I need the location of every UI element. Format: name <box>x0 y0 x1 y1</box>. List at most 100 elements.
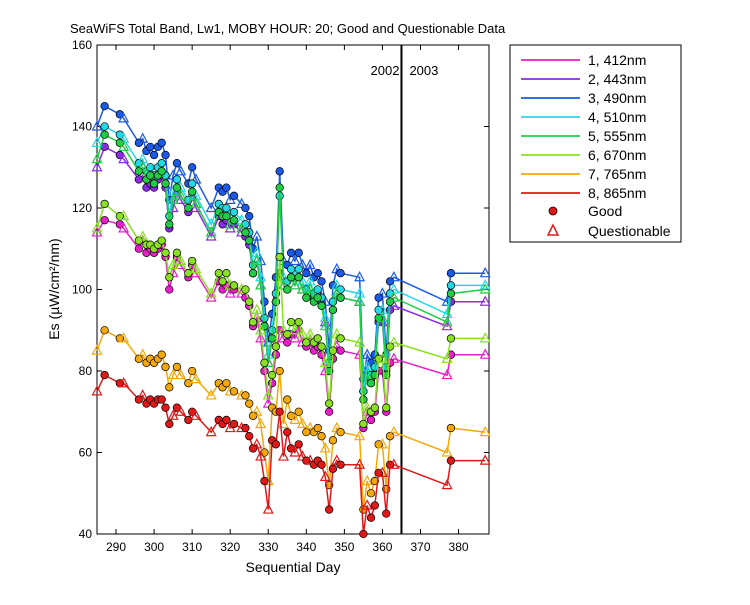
questionable-point <box>255 323 267 335</box>
good-point <box>283 395 292 404</box>
good-point <box>100 199 109 209</box>
good-point <box>146 142 155 152</box>
good-point <box>241 423 250 433</box>
y-tick-label: 40 <box>79 527 93 541</box>
good-point <box>313 293 322 302</box>
good-point <box>286 317 296 327</box>
y-tick-label: 60 <box>79 446 93 460</box>
good-point <box>336 269 345 278</box>
legend-good-label: Good <box>588 203 622 219</box>
questionable-point <box>251 438 263 449</box>
good-point <box>165 220 174 229</box>
questionable-point <box>255 450 267 461</box>
good-point <box>317 432 326 441</box>
good-point <box>302 293 311 302</box>
good-point <box>146 163 155 172</box>
questionable-point <box>361 474 373 486</box>
questionable-point <box>354 429 366 441</box>
questionable-point <box>205 201 217 213</box>
questionable-point <box>361 368 373 380</box>
questionable-point <box>479 332 491 343</box>
legend-label: 3, 490nm <box>588 90 646 106</box>
good-point <box>317 301 326 310</box>
good-point <box>149 150 159 160</box>
questionable-point <box>262 503 274 514</box>
legend-label: 4, 510nm <box>588 109 646 125</box>
good-point <box>187 163 197 172</box>
legend-label: 2, 443nm <box>588 71 646 87</box>
good-point <box>100 370 109 380</box>
legend-label: 7, 765nm <box>588 166 646 182</box>
good-point <box>294 273 303 282</box>
good-point <box>359 395 368 404</box>
good-point <box>313 269 322 278</box>
questionable-point <box>118 209 130 221</box>
good-point <box>222 415 231 425</box>
good-point <box>317 277 326 286</box>
x-tick-label: 320 <box>220 540 240 554</box>
good-point <box>336 427 345 437</box>
good-point <box>336 334 345 343</box>
questionable-point <box>388 425 400 437</box>
good-point <box>313 334 322 343</box>
good-point <box>366 513 376 522</box>
questionable-point <box>255 332 267 343</box>
good-point <box>294 407 303 416</box>
good-point <box>446 334 456 343</box>
legend-frame <box>509 44 682 243</box>
questionable-point <box>297 283 309 294</box>
questionable-point <box>118 332 130 343</box>
x-axis-label: Sequential Day <box>246 559 341 575</box>
questionable-point <box>479 425 491 437</box>
good-point <box>157 395 166 404</box>
chart-title: SeaWiFS Total Band, Lw1, MOBY HOUR: 20; … <box>70 21 506 36</box>
questionable-point <box>91 160 103 172</box>
questionable-point <box>118 140 130 151</box>
questionable-point <box>205 287 217 298</box>
good-point <box>382 403 391 412</box>
good-point <box>100 122 109 131</box>
good-point <box>161 403 170 412</box>
good-point <box>325 505 334 514</box>
good-point <box>446 289 456 298</box>
good-point <box>286 248 296 257</box>
good-point <box>370 403 379 412</box>
questionable-point <box>91 152 103 164</box>
good-point <box>446 281 456 290</box>
good-point <box>241 203 250 213</box>
questionable-point <box>262 389 274 400</box>
questionable-point <box>441 478 453 490</box>
questionable-point <box>479 283 491 294</box>
good-point <box>366 379 376 388</box>
good-point <box>229 281 239 290</box>
questionable-point <box>354 336 366 347</box>
plot-area: 40 60 80 100 120 140 160 290 300 310 320 330 340 350… <box>72 38 491 554</box>
questionable-point <box>354 295 366 306</box>
good-point <box>187 256 197 266</box>
questionable-point <box>205 226 217 237</box>
good-point <box>222 211 231 221</box>
good-point <box>172 362 182 372</box>
questionable-point <box>479 348 491 359</box>
good-point <box>149 179 159 188</box>
good-point <box>146 171 155 180</box>
good-point <box>366 415 376 425</box>
good-point <box>245 432 254 441</box>
good-point <box>222 269 231 278</box>
x-tick-label: 310 <box>182 540 202 554</box>
legend-good-marker <box>548 206 558 216</box>
good-point <box>161 150 170 160</box>
good-point <box>222 183 231 192</box>
x-tick-label: 330 <box>258 540 278 554</box>
questionable-point <box>205 389 217 400</box>
good-point <box>214 269 223 278</box>
series-line <box>96 202 486 425</box>
questionable-point <box>118 222 130 233</box>
good-point <box>317 342 326 351</box>
questionable-point <box>190 409 202 420</box>
questionable-point <box>319 356 331 367</box>
good-point <box>317 460 326 469</box>
questionable-point <box>297 417 309 429</box>
good-point <box>245 297 254 306</box>
good-point <box>229 419 239 429</box>
